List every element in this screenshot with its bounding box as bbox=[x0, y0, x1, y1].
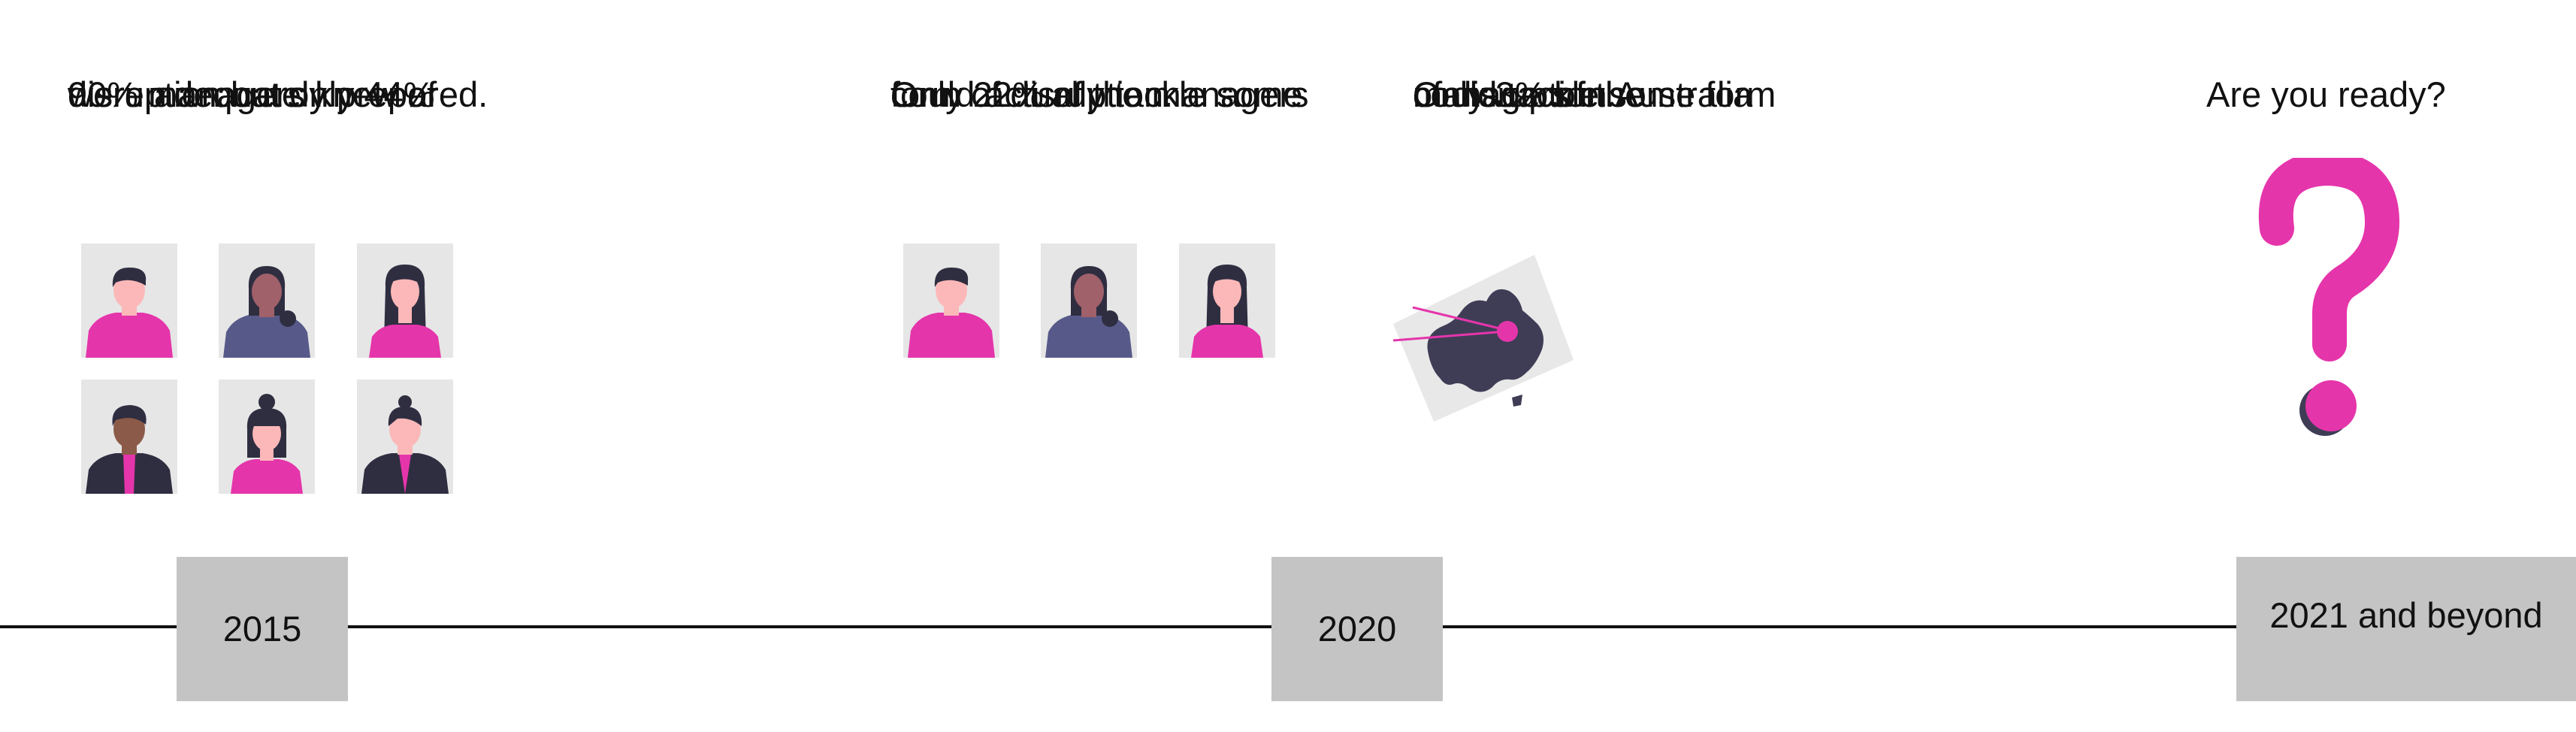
person-avatar-icon bbox=[219, 380, 315, 494]
person-avatar-icon bbox=[357, 243, 453, 358]
person-avatar-icon bbox=[81, 380, 177, 494]
person-avatar-icon bbox=[219, 243, 315, 358]
caption-line: of disruption. bbox=[1413, 74, 1616, 114]
question-mark-icon bbox=[2247, 158, 2405, 451]
caption-line: could tackle some form bbox=[1413, 74, 1776, 114]
caption-line: form of disruption. bbox=[890, 74, 1174, 114]
year-label: 2015 bbox=[222, 609, 302, 649]
person-avatar-icon bbox=[903, 243, 999, 358]
caption-line: Are you ready? bbox=[2206, 74, 2446, 114]
year-label: 2021 and beyond bbox=[2269, 595, 2543, 635]
year-marker-2020: 2020 bbox=[1271, 557, 1443, 701]
caption-line: were adequately prepared. bbox=[68, 74, 488, 114]
caption-line: managers in Australia bbox=[1413, 74, 1752, 114]
year-marker-2021: 2021 and beyond bbox=[2236, 557, 2576, 701]
year-label: 2020 bbox=[1317, 609, 1397, 649]
person-avatar-icon bbox=[1179, 243, 1275, 358]
person-avatar-icon bbox=[1041, 243, 1137, 358]
person-avatar-icon bbox=[81, 243, 177, 358]
year-marker-2015: 2015 bbox=[177, 557, 348, 701]
caption-line: Only 3% of the bbox=[1413, 74, 1645, 114]
australia-map-icon bbox=[1383, 252, 1578, 425]
caption-line: 90% managers knew of bbox=[68, 74, 437, 114]
caption-line: could actually tackle some bbox=[890, 74, 1303, 114]
person-avatar-icon bbox=[357, 380, 453, 494]
caption-line: disruption but only 44% bbox=[68, 74, 435, 114]
caption-line: Only 22% of the managers bbox=[890, 74, 1309, 114]
